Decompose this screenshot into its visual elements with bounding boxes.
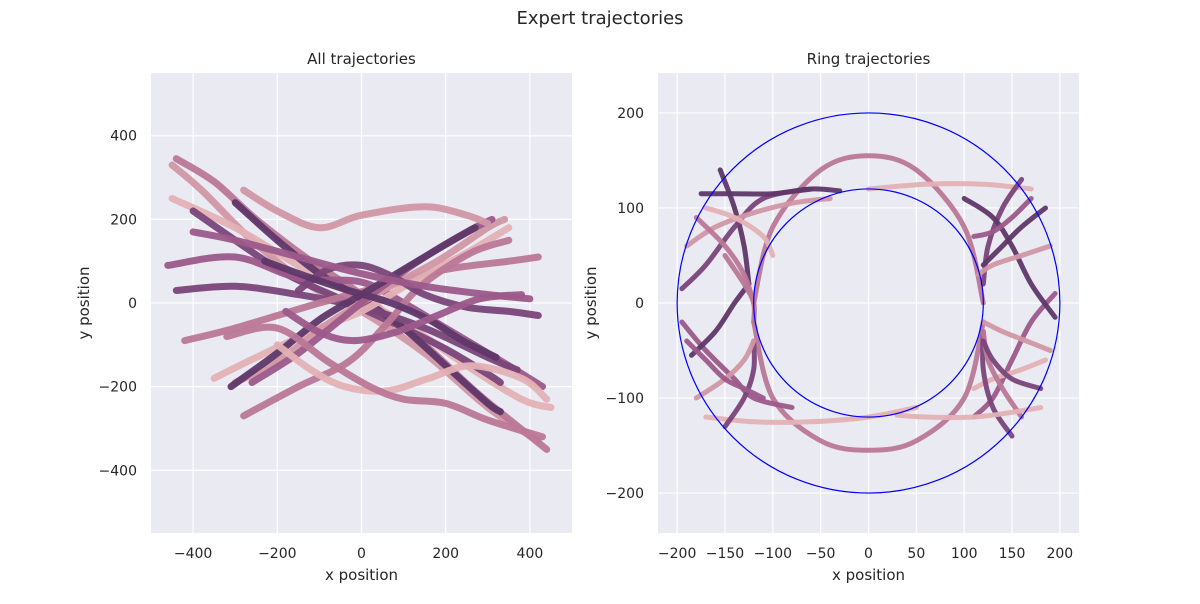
trajectory-line <box>698 186 843 197</box>
y-tick-label: −400 <box>99 463 137 479</box>
trajectory-line <box>282 291 525 345</box>
y-tick-label: 0 <box>128 296 137 312</box>
trajectory-layer <box>676 112 1061 494</box>
x-tick-label: −200 <box>258 546 296 562</box>
outer-ring-circle <box>676 112 1061 494</box>
trajectory-line <box>273 341 551 403</box>
x-tick-label: −100 <box>754 546 792 562</box>
trajectory-line <box>240 236 513 420</box>
trajectory-line <box>722 338 757 430</box>
trajectory-line <box>980 205 1048 268</box>
trajectory-line <box>684 196 833 249</box>
trajectory-line <box>223 323 546 441</box>
y-tick-label: 200 <box>617 106 644 122</box>
trajectory-line <box>751 319 986 453</box>
y-axis-label: y position <box>75 266 93 339</box>
y-tick-label: −100 <box>606 391 644 407</box>
trajectory-line <box>693 338 757 401</box>
trajectory-line <box>961 196 1058 320</box>
y-tick-label: 0 <box>635 296 644 312</box>
x-tick-label: 150 <box>999 546 1026 562</box>
trajectory-line <box>980 319 1053 353</box>
trajectory-line <box>679 319 795 410</box>
x-tick-label: 200 <box>432 546 459 562</box>
x-tick-label: 0 <box>864 546 873 562</box>
y-tick-label: 400 <box>110 129 137 145</box>
x-tick-label: −50 <box>806 546 836 562</box>
trajectory-line <box>703 405 919 425</box>
x-tick-label: −150 <box>706 546 744 562</box>
trajectory-line <box>684 338 766 401</box>
panel-title-all-trajectories: All trajectories <box>307 50 416 68</box>
y-axis-label: y position <box>582 266 600 339</box>
trajectory-line <box>894 405 1044 420</box>
x-tick-label: 50 <box>907 546 925 562</box>
y-tick-label: −200 <box>606 486 644 502</box>
trajectory-line <box>971 196 1034 239</box>
trajectory-line <box>751 153 986 306</box>
trajectory-line <box>866 181 1034 192</box>
x-tick-label: −200 <box>658 546 696 562</box>
inner-ring-circle <box>753 188 984 418</box>
x-axis-label: x position <box>832 566 905 584</box>
x-axis-label: x position <box>325 566 398 584</box>
trajectory-layer <box>164 155 555 453</box>
trajectory-line <box>240 186 492 232</box>
figure-title: Expert trajectories <box>516 8 684 29</box>
y-tick-label: −200 <box>99 380 137 396</box>
x-tick-label: 200 <box>1046 546 1073 562</box>
x-tick-label: 400 <box>517 546 544 562</box>
trajectory-line <box>980 338 1044 391</box>
x-tick-label: 0 <box>357 546 366 562</box>
panel-all-trajectories: −400 −200 0 200 400 −400 −200 0 200 400 All trajec… <box>75 50 572 584</box>
trajectory-line <box>703 205 776 258</box>
y-tick-label: 100 <box>617 201 644 217</box>
trajectory-line <box>717 167 752 287</box>
panel-title-ring-trajectories: Ring trajectories <box>807 50 931 68</box>
trajectory-line <box>980 329 1015 439</box>
y-tick-label: 200 <box>110 212 137 228</box>
trajectory-line <box>971 291 1058 420</box>
panel-ring-trajectories: −200 −150 −100 −50 0 50 100 150 200 −200 −100 0 100 2… <box>582 50 1079 584</box>
x-tick-label: −400 <box>174 546 212 562</box>
trajectory-line <box>261 257 500 361</box>
trajectory-line <box>689 281 752 358</box>
x-tick-label: 100 <box>951 546 978 562</box>
trajectory-line <box>976 243 1053 277</box>
